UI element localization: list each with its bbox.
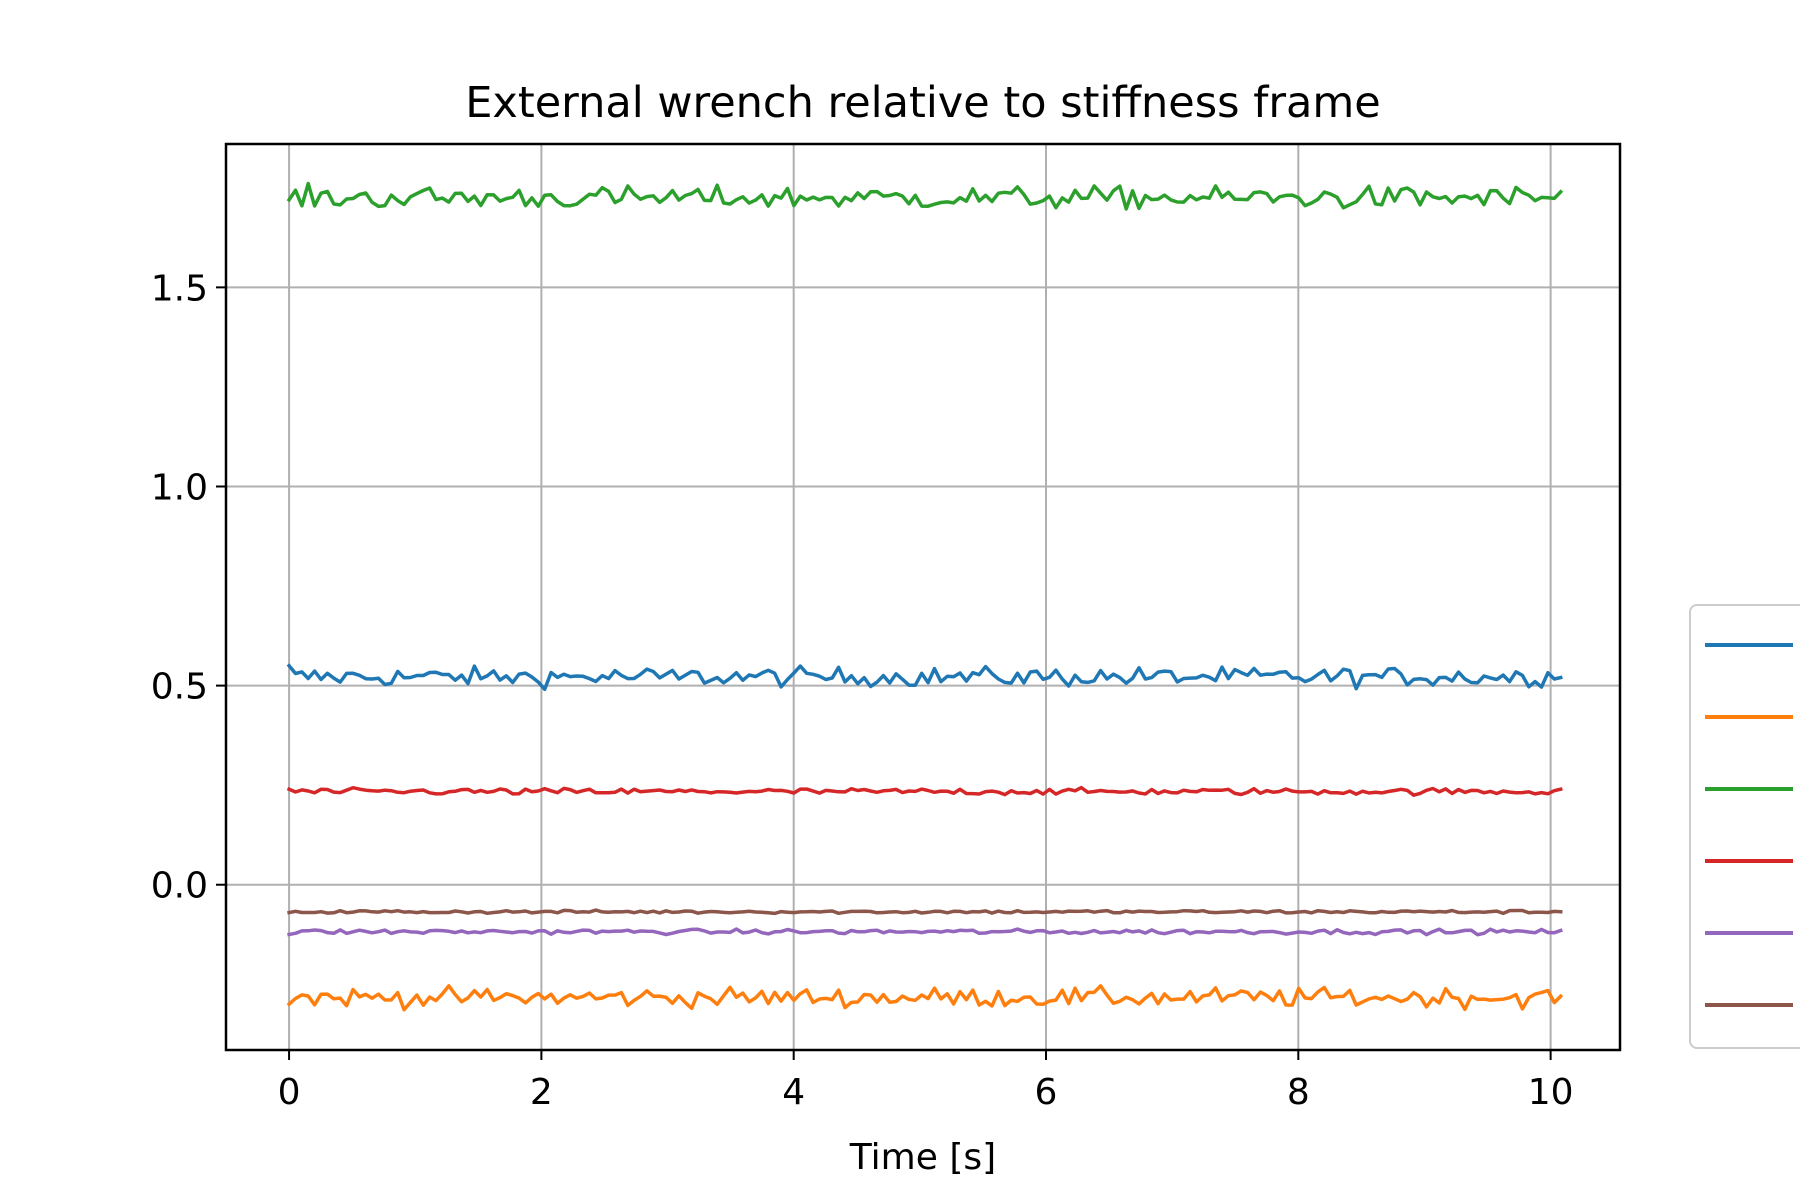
series-line-3 [286, 181, 1564, 211]
x-tick-label: 0 [278, 1072, 301, 1113]
y-tick-label: 1.0 [151, 467, 208, 508]
x-tick-label: 4 [782, 1072, 805, 1113]
x-tick-label: 6 [1035, 1072, 1058, 1113]
legend-box [1689, 604, 1800, 1049]
x-tick-label: 8 [1287, 1072, 1310, 1113]
x-tick-label: 2 [530, 1072, 553, 1113]
series-line-4 [286, 785, 1563, 797]
x-axis: 0 2 4 6 8 10 [278, 1050, 1574, 1113]
plot-frame [224, 142, 1622, 1052]
y-tick-label: 0.5 [151, 667, 208, 708]
grid [226, 144, 1620, 1050]
series-line-5 [287, 927, 1563, 937]
x-axis-title: Time [s] [849, 1137, 996, 1178]
series-line-2 [286, 984, 1564, 1012]
y-tick-label: 0.0 [151, 866, 208, 907]
y-axis: 0.0 0.5 1.0 1.5 [151, 268, 226, 907]
x-tick-label: 10 [1528, 1072, 1574, 1113]
series-line-6 [287, 908, 1563, 916]
legend [1689, 604, 1800, 1049]
chart-title: External wrench relative to stiffness fr… [465, 78, 1380, 128]
series-group [286, 181, 1564, 1012]
series-line-1 [286, 663, 1563, 692]
y-tick-label: 1.5 [151, 268, 208, 309]
